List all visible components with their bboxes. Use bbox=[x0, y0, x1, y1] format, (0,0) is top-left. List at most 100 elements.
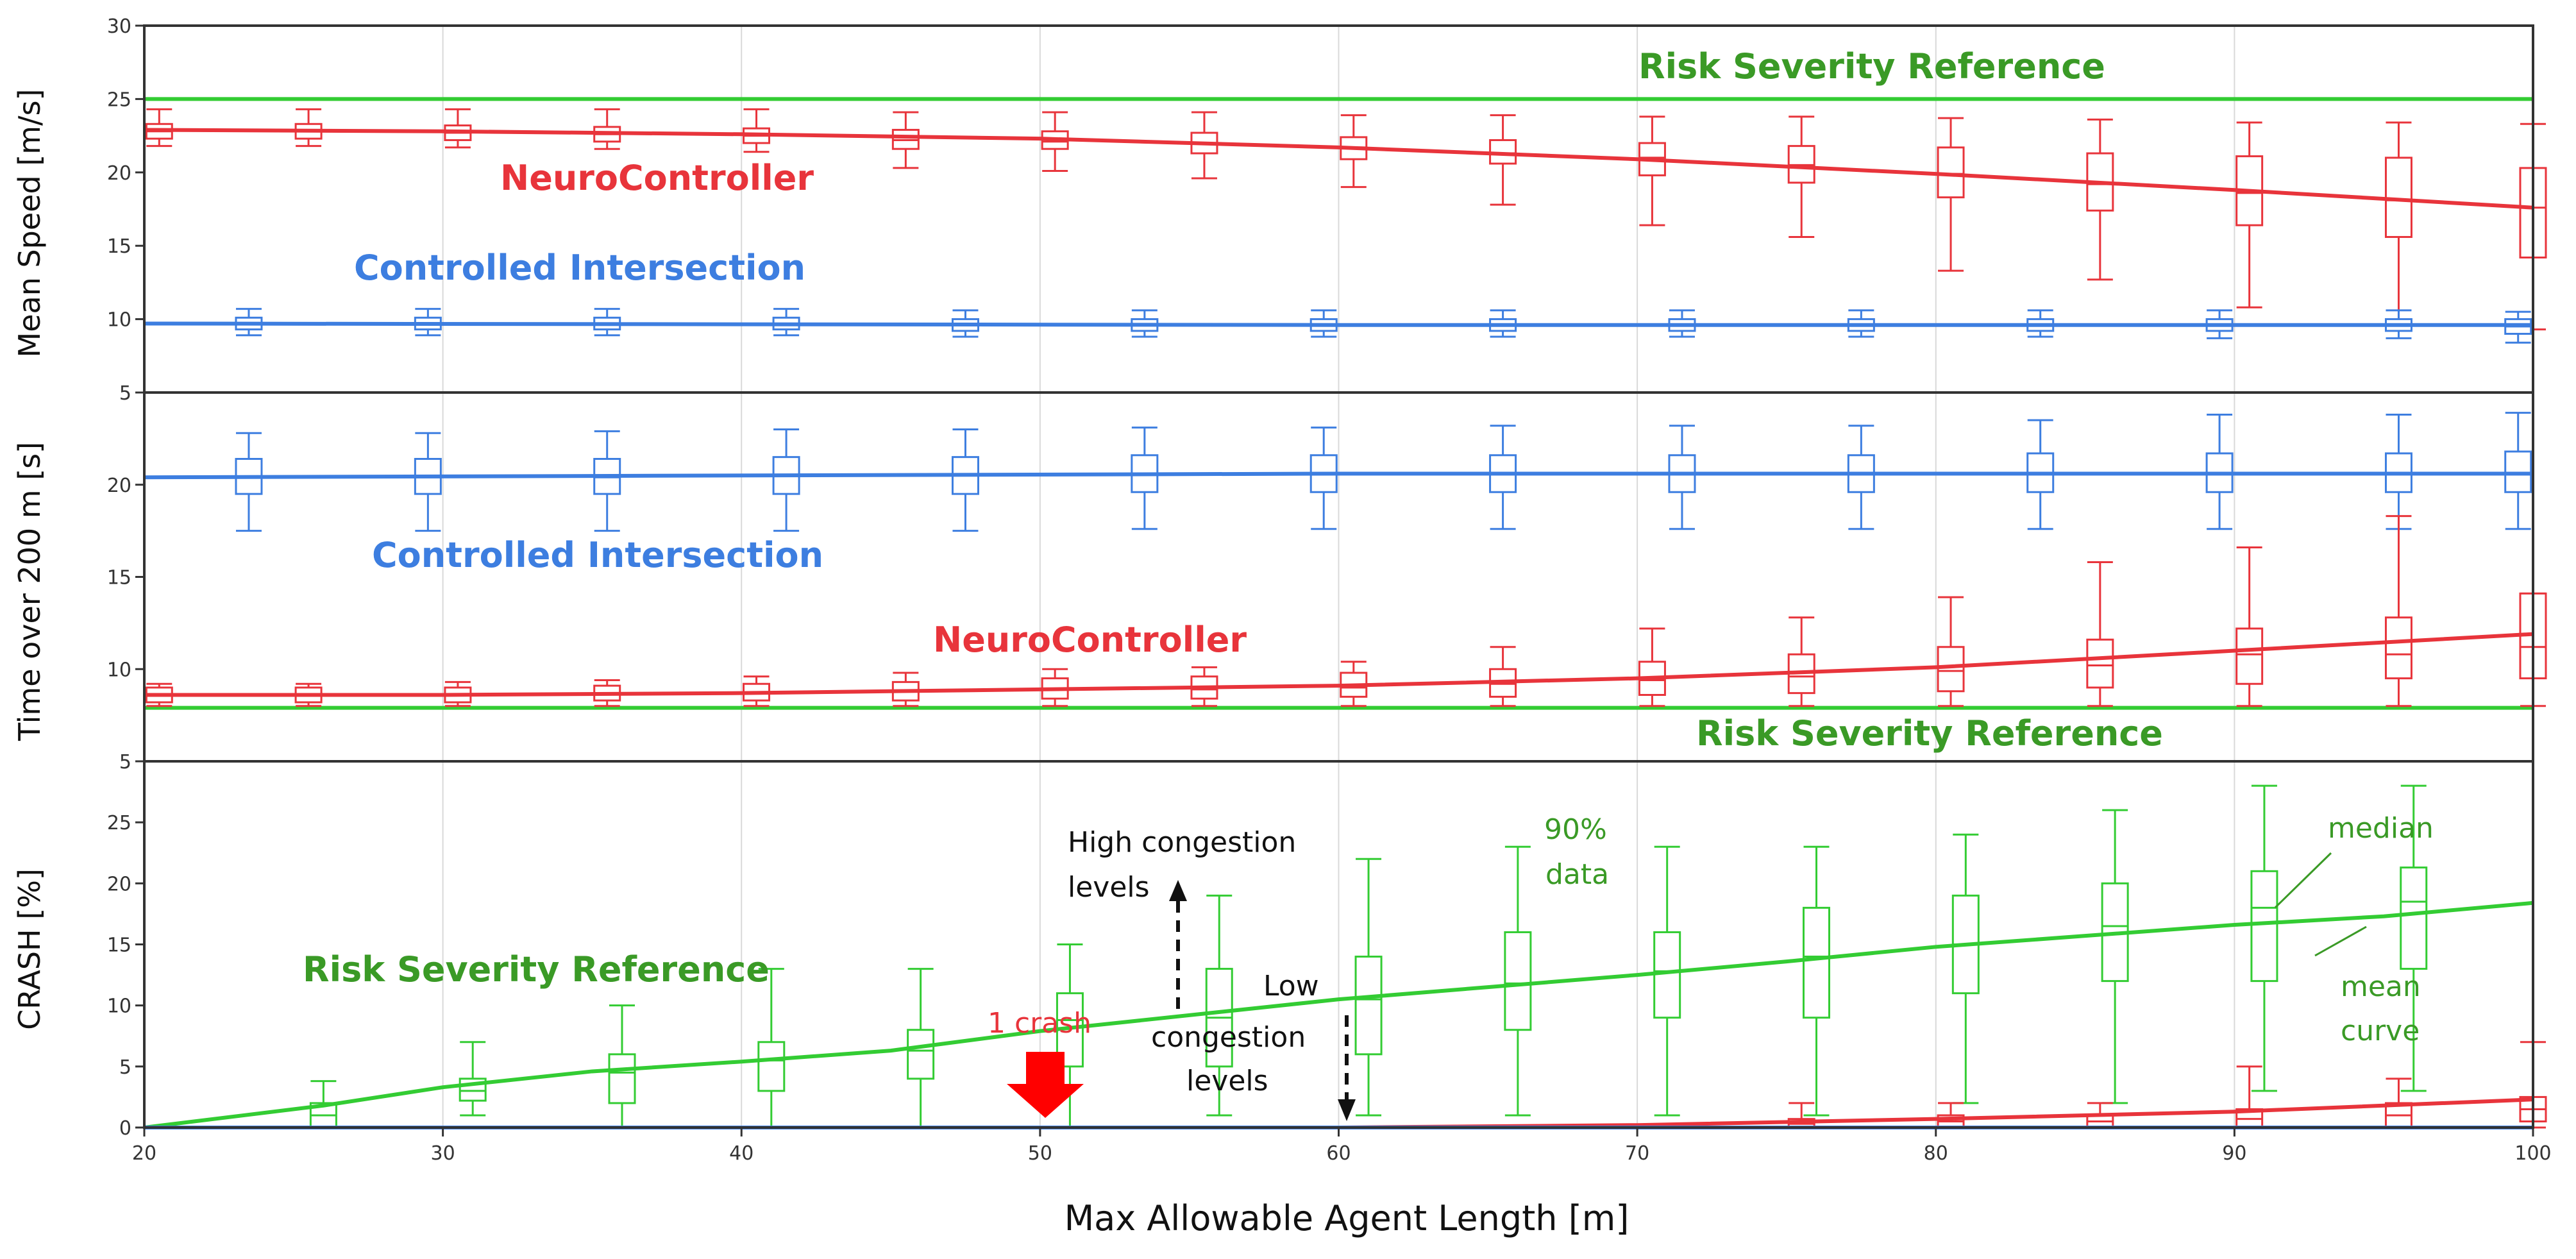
y-tick-label: 30 bbox=[107, 15, 131, 38]
box-plot bbox=[593, 430, 621, 532]
box-iqr bbox=[1354, 956, 1383, 1056]
box-iqr bbox=[757, 1041, 786, 1092]
box-plot bbox=[1787, 115, 1815, 238]
box-plot bbox=[1131, 427, 1159, 530]
y-tick-label: 20 bbox=[107, 873, 131, 895]
box-iqr bbox=[907, 1029, 935, 1080]
annotation-low-congestion-line2: congestion bbox=[1151, 1021, 1306, 1054]
y-tick-label: 10 bbox=[107, 659, 131, 681]
x-tick-label: 100 bbox=[2514, 1142, 2551, 1165]
mean-curve bbox=[144, 321, 2533, 327]
y-tick-label: 15 bbox=[107, 567, 131, 589]
x-tick-label: 50 bbox=[1028, 1142, 1052, 1165]
mean-curve bbox=[144, 900, 2534, 1129]
annotation-ref-crash: Risk Severity Reference bbox=[303, 949, 770, 990]
mean-curve bbox=[144, 632, 2534, 697]
box-plot bbox=[608, 1004, 636, 1129]
y-tick-label: 5 bbox=[119, 751, 131, 773]
box-plot bbox=[1951, 833, 1980, 1104]
box-plot bbox=[891, 111, 920, 169]
box-plot bbox=[145, 108, 173, 148]
y-axis-label-speed: Mean Speed [m/s] bbox=[12, 89, 47, 358]
box-iqr bbox=[2235, 627, 2264, 685]
box-plot bbox=[2086, 118, 2114, 281]
annotation-mean-curve-line2: curve bbox=[2341, 1015, 2420, 1047]
box-iqr bbox=[2250, 870, 2278, 983]
x-tick-label: 70 bbox=[1625, 1142, 1649, 1165]
box-plot bbox=[2384, 121, 2412, 328]
box-plot bbox=[2086, 561, 2114, 707]
box-plot bbox=[2235, 121, 2264, 308]
box-plot bbox=[1638, 627, 1666, 707]
y-tick-label: 25 bbox=[107, 812, 131, 834]
annotation-ref-time: Risk Severity Reference bbox=[1696, 713, 2163, 754]
box-iqr bbox=[2384, 616, 2412, 680]
x-tick-label: 90 bbox=[2222, 1142, 2246, 1165]
box-plot bbox=[414, 432, 442, 532]
annotation-neurocontroller-speed: NeuroController bbox=[500, 158, 814, 198]
annotation-controlled-intersection-speed: Controlled Intersection bbox=[354, 248, 805, 288]
box-plot bbox=[1803, 845, 1830, 1117]
box-plot bbox=[593, 308, 621, 337]
y-tick-label: 10 bbox=[107, 995, 131, 1018]
box-plot bbox=[1340, 114, 1368, 189]
y-tick-label: 15 bbox=[107, 235, 131, 258]
y-axis-label-crash: CRASH [%] bbox=[12, 868, 47, 1030]
box-plot bbox=[2504, 310, 2532, 344]
box-plot bbox=[1309, 427, 1338, 530]
box-iqr bbox=[1504, 931, 1532, 1031]
annotation-low-congestion-line1: Low bbox=[1263, 970, 1319, 1002]
reference-lines bbox=[144, 97, 2533, 710]
y-tick-label: 25 bbox=[107, 89, 131, 111]
annotation-low-congestion-line3: levels bbox=[1186, 1065, 1268, 1097]
annotation-mean-curve-line1: mean bbox=[2341, 970, 2421, 1003]
x-tick-label: 80 bbox=[1924, 1142, 1948, 1165]
box-iqr bbox=[608, 1053, 636, 1104]
box-plot bbox=[1638, 115, 1666, 226]
arrow-down-head bbox=[1338, 1099, 1356, 1121]
x-tick-label: 30 bbox=[431, 1142, 455, 1165]
annotation-controlled-intersection-time: Controlled Intersection bbox=[372, 535, 823, 575]
y-axis-label-time: Time over 200 m [s] bbox=[12, 442, 47, 741]
box-iqr bbox=[2086, 638, 2114, 689]
arrow-up-head bbox=[1169, 880, 1187, 901]
box-plot bbox=[2504, 412, 2532, 530]
box-iqr bbox=[2400, 866, 2428, 970]
y-tick-label: 5 bbox=[119, 1056, 131, 1079]
box-plot bbox=[593, 108, 621, 150]
y-tick-label: 0 bbox=[119, 1117, 131, 1140]
median-pointer bbox=[2274, 852, 2332, 909]
annotation-90pct-line1: 90% bbox=[1544, 813, 1607, 846]
annotation-high-congestion-line1: High congestion bbox=[1068, 826, 1296, 859]
annotation-high-congestion-line2: levels bbox=[1068, 871, 1150, 904]
box-plot bbox=[1041, 111, 1069, 173]
mean-curve bbox=[144, 128, 2534, 210]
box-plot bbox=[2400, 784, 2428, 1092]
grid-layer bbox=[442, 26, 2235, 1128]
box-plot bbox=[2250, 784, 2278, 1092]
y-tick-label: 15 bbox=[107, 934, 131, 957]
annotation-ref-speed: Risk Severity Reference bbox=[1638, 46, 2105, 87]
box-plot bbox=[2235, 546, 2264, 707]
box-plot bbox=[1787, 616, 1815, 707]
box-plot bbox=[1205, 894, 1233, 1117]
box-plot bbox=[444, 108, 472, 149]
box-plot bbox=[757, 968, 786, 1129]
box-plot bbox=[772, 428, 800, 532]
box-plot bbox=[459, 1041, 487, 1117]
box-plot bbox=[1653, 845, 1681, 1117]
y-tick-label: 10 bbox=[107, 309, 131, 332]
box-plot bbox=[1504, 845, 1532, 1117]
box-plot bbox=[2101, 809, 2129, 1104]
box-plot bbox=[235, 432, 263, 532]
mean-curve bbox=[144, 471, 2533, 480]
y-tick-label: 20 bbox=[107, 162, 131, 185]
y-tick-label: 5 bbox=[119, 382, 131, 405]
box-plot bbox=[951, 428, 979, 532]
box-plot bbox=[1354, 858, 1383, 1117]
box-plot bbox=[2235, 1065, 2264, 1129]
box-plot bbox=[1668, 425, 1696, 530]
box-plot bbox=[2384, 515, 2412, 707]
